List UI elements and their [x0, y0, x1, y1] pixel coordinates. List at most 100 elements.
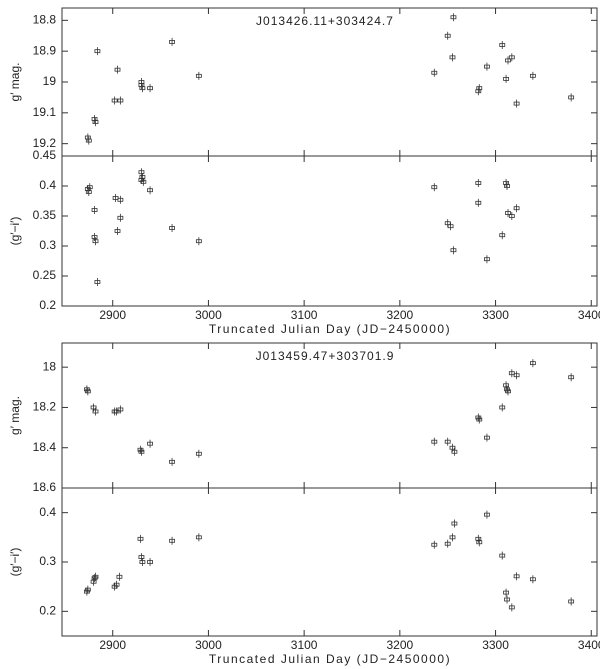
data-point: [451, 521, 458, 526]
data-point: [475, 181, 482, 185]
data-point: [117, 197, 124, 202]
x-tick-label: 3100: [291, 308, 318, 322]
data-point: [475, 536, 482, 541]
data-point: [503, 77, 509, 81]
data-point: [147, 86, 153, 91]
data-point: [529, 577, 536, 582]
data-point: [92, 239, 99, 244]
data-point: [111, 98, 118, 103]
data-point: [138, 555, 145, 559]
data-point: [476, 86, 483, 91]
x-tick-label: 3000: [195, 308, 222, 322]
x-tick-label: 2900: [99, 308, 126, 322]
data-point: [499, 405, 506, 410]
data-point: [140, 179, 147, 184]
chart-title: J013459.47+303701.9: [256, 349, 395, 363]
data-point: [94, 49, 101, 54]
data-point: [508, 371, 515, 376]
data-point: [447, 224, 454, 229]
x-tick-label: 3200: [386, 638, 413, 652]
data-point: [449, 535, 456, 540]
data-point: [484, 512, 490, 517]
data-point: [114, 67, 121, 72]
y-axis-label: (g′−i′): [8, 548, 22, 577]
y-tick-label: 18: [43, 359, 57, 373]
data-point: [92, 120, 99, 124]
data-point: [85, 138, 92, 143]
y-tick-label: 0.2: [39, 604, 56, 618]
y-tick-label: 0.4: [39, 178, 56, 192]
panel-frame: [61, 155, 598, 307]
y-axis-label: g′ mag.: [8, 63, 22, 102]
data-point: [476, 540, 483, 545]
data-point: [113, 582, 120, 587]
data-point: [139, 560, 146, 564]
data-point: [499, 553, 506, 558]
data-point: [513, 101, 520, 106]
data-point: [92, 409, 99, 414]
data-point: [444, 439, 451, 444]
data-point: [513, 574, 520, 579]
data-point: [505, 389, 511, 394]
data-point: [90, 405, 97, 410]
data-point: [137, 536, 144, 541]
data-point: [450, 15, 457, 20]
x-tick-label: 3100: [291, 638, 318, 652]
x-tick-label: 3200: [386, 308, 413, 322]
y-tick-label: 19.2: [33, 136, 57, 150]
data-point: [84, 389, 91, 394]
data-point: [503, 590, 509, 595]
y-tick-label: 18.4: [33, 440, 57, 454]
data-point: [449, 445, 456, 450]
data-point: [83, 589, 90, 594]
data-point: [114, 229, 121, 233]
y-tick-label: 18.8: [33, 13, 57, 27]
data-point: [147, 188, 153, 193]
data-point: [475, 415, 482, 420]
data-point: [513, 373, 520, 378]
data-point: [475, 200, 482, 205]
data-point: [503, 383, 509, 388]
x-axis-label: Truncated Julian Day (JD−2450000): [209, 322, 451, 336]
data-point: [449, 55, 456, 60]
data-point: [147, 441, 153, 446]
data-point: [92, 574, 99, 579]
data-point: [117, 98, 124, 103]
data-point: [450, 248, 457, 253]
data-point: [91, 235, 98, 239]
y-tick-label: 0.2: [39, 298, 56, 312]
y-tick-label: 0.3: [39, 238, 56, 252]
y-tick-label: 19: [43, 74, 57, 88]
data-point: [476, 417, 483, 422]
data-point: [195, 239, 202, 244]
data-point: [94, 280, 101, 284]
data-point: [85, 190, 92, 194]
data-point: [113, 409, 120, 414]
data-point: [508, 214, 515, 218]
panel-frame: [61, 7, 598, 157]
data-point: [195, 451, 202, 456]
data-point: [499, 233, 506, 238]
x-tick-label: 3000: [195, 638, 222, 652]
panel-frame: [61, 342, 598, 489]
x-tick-label: 2900: [99, 638, 126, 652]
data-point: [147, 560, 153, 564]
data-point: [568, 375, 575, 380]
data-point: [169, 538, 175, 543]
data-point: [484, 257, 490, 262]
data-point: [431, 542, 438, 547]
data-point: [195, 73, 202, 78]
x-axis-label: Truncated Julian Day (JD−2450000): [209, 652, 451, 666]
data-point: [568, 599, 575, 604]
data-point: [90, 579, 97, 584]
y-axis-label: g′ mag.: [8, 396, 22, 435]
data-point: [91, 208, 98, 212]
data-point: [499, 43, 506, 47]
data-point: [529, 361, 536, 366]
y-tick-label: 0.25: [33, 268, 57, 282]
y-tick-label: 0.3: [39, 554, 56, 568]
y-tick-label: 18.9: [33, 43, 57, 57]
